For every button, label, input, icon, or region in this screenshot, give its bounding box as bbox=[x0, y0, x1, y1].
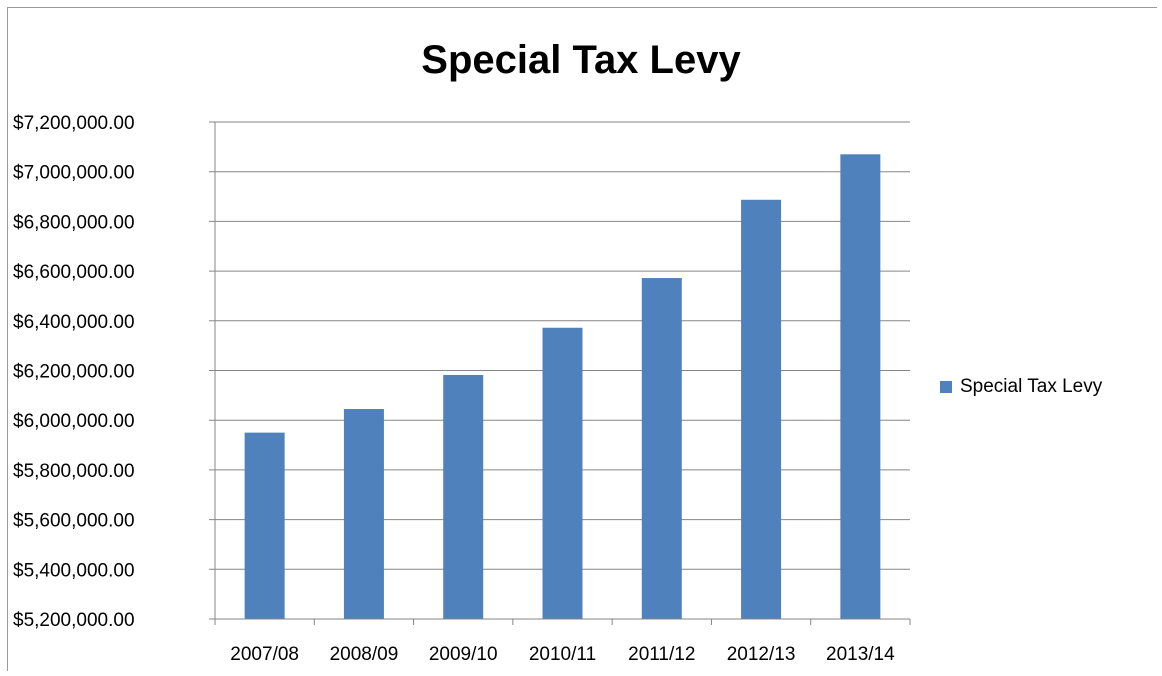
bar bbox=[542, 327, 583, 619]
bar bbox=[840, 154, 881, 619]
y-tick-label: $6,000,000.00 bbox=[13, 411, 135, 432]
y-tick-label: $5,600,000.00 bbox=[13, 511, 135, 532]
bar bbox=[343, 409, 384, 619]
x-tick-label: 2012/13 bbox=[727, 644, 796, 665]
legend-label: Special Tax Levy bbox=[960, 376, 1103, 397]
chart-frame bbox=[7, 7, 1157, 671]
x-tick-label: 2011/12 bbox=[628, 644, 695, 665]
x-tick-label: 2008/09 bbox=[330, 644, 399, 665]
y-tick-label: $5,200,000.00 bbox=[13, 610, 135, 631]
x-tick-label: 2009/10 bbox=[429, 644, 498, 665]
y-tick-label: $7,000,000.00 bbox=[13, 163, 135, 184]
y-tick-label: $6,200,000.00 bbox=[13, 362, 135, 383]
y-tick-label: $7,200,000.00 bbox=[13, 113, 135, 134]
x-axis: 2007/08 2008/09 2009/10 2010/11 2011/12 2012/… bbox=[209, 618, 911, 665]
legend: Special Tax Levy bbox=[940, 376, 1102, 398]
y-tick-label: $6,400,000.00 bbox=[13, 312, 135, 333]
y-tick-label: $6,800,000.00 bbox=[13, 212, 135, 233]
x-tick-label: 2013/14 bbox=[826, 644, 895, 665]
x-tick-label: 2007/08 bbox=[230, 644, 299, 665]
bar bbox=[741, 199, 782, 619]
y-axis: $5,200,000.00 $5,400,000.00 $5,600,000.00 $… bbox=[13, 113, 216, 631]
legend-swatch bbox=[940, 381, 952, 393]
bar bbox=[443, 374, 484, 619]
y-tick-label: $5,400,000.00 bbox=[13, 560, 135, 581]
bar bbox=[244, 432, 285, 619]
bar bbox=[641, 278, 682, 619]
bar-series bbox=[244, 154, 881, 619]
chart-title: Special Tax Levy bbox=[421, 38, 741, 82]
y-tick-label: $6,600,000.00 bbox=[13, 262, 135, 283]
x-tick-label: 2010/11 bbox=[529, 644, 596, 665]
y-tick-label: $5,800,000.00 bbox=[13, 461, 135, 482]
